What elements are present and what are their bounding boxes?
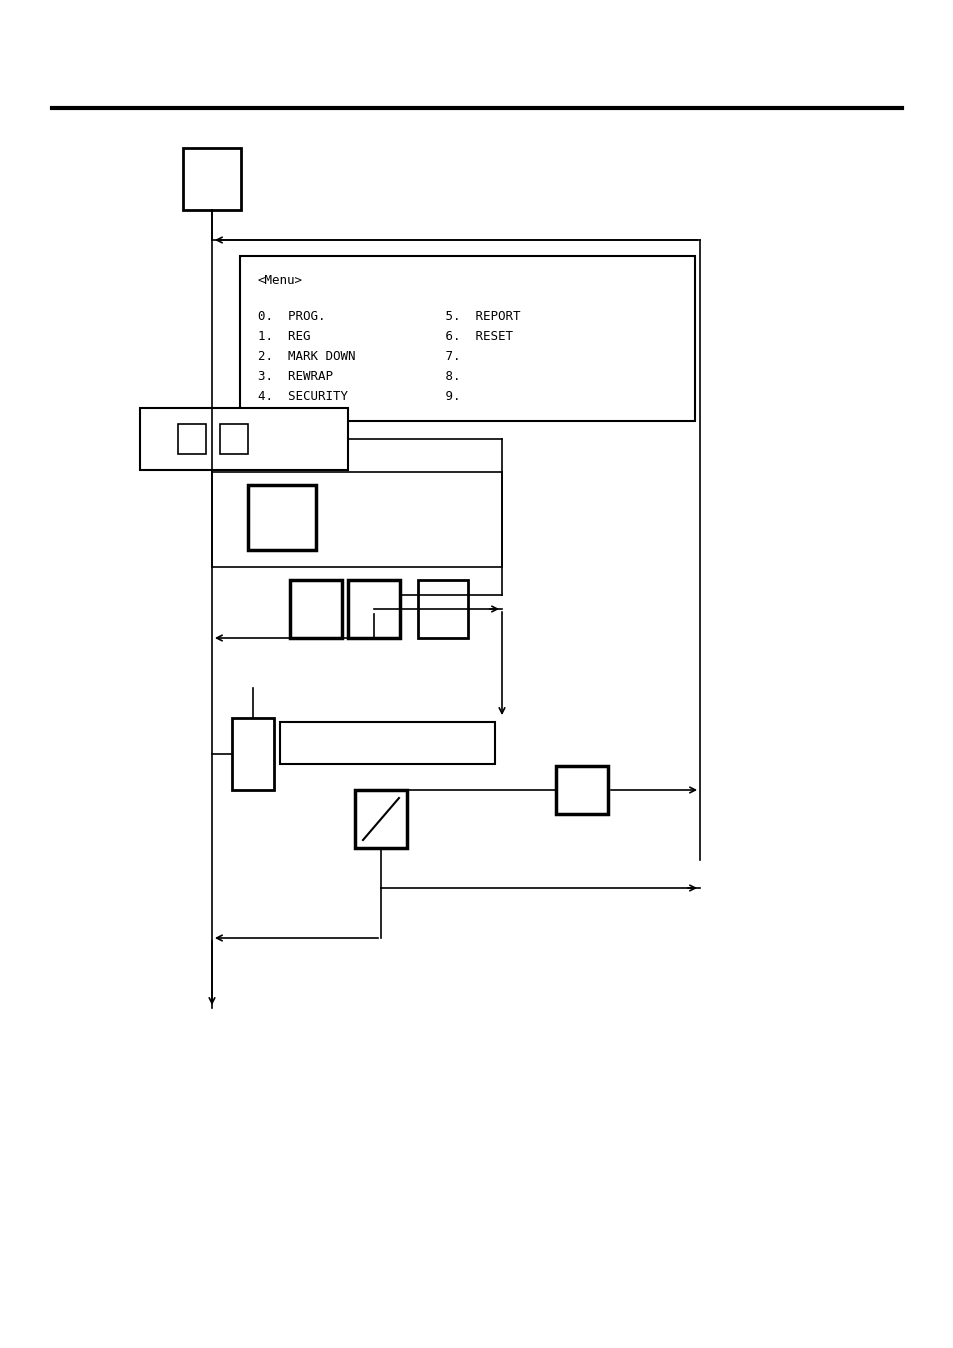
Bar [240, 256, 695, 421]
Bar [232, 718, 274, 790]
Bar [355, 790, 407, 848]
Bar [248, 485, 315, 550]
Bar [212, 472, 501, 568]
Bar [183, 148, 241, 210]
Bar [220, 425, 248, 454]
Text: 1.  REG                  6.  RESET: 1. REG 6. RESET [257, 330, 513, 342]
Text: 4.  SECURITY             9.: 4. SECURITY 9. [257, 390, 460, 403]
Text: 0.  PROG.                5.  REPORT: 0. PROG. 5. REPORT [257, 310, 520, 324]
Text: <Menu>: <Menu> [257, 274, 303, 287]
Bar [140, 408, 348, 470]
Bar [290, 580, 341, 638]
Text: 3.  REWRAP               8.: 3. REWRAP 8. [257, 369, 460, 383]
Bar [280, 723, 495, 764]
Bar [178, 425, 206, 454]
Bar [417, 580, 468, 638]
Bar [556, 766, 607, 814]
Text: 2.  MARK DOWN            7.: 2. MARK DOWN 7. [257, 350, 460, 363]
Bar [348, 580, 399, 638]
